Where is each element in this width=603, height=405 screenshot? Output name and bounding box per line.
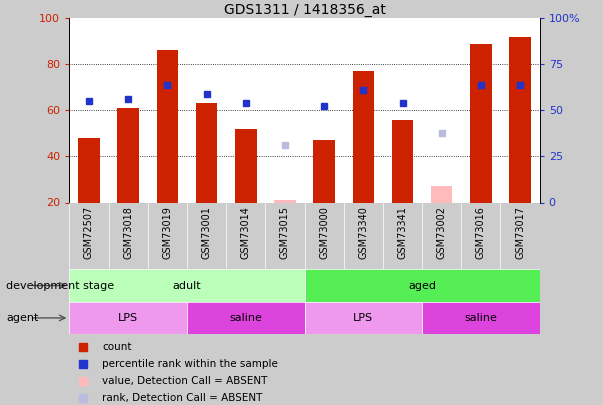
Text: rank, Detection Call = ABSENT: rank, Detection Call = ABSENT	[103, 393, 263, 403]
Bar	[392, 119, 413, 202]
Text: LPS: LPS	[118, 313, 138, 323]
Text: GSM73002: GSM73002	[437, 206, 447, 259]
Text: GSM73016: GSM73016	[476, 206, 486, 259]
Bar	[353, 71, 374, 202]
Text: GSM73014: GSM73014	[241, 206, 251, 259]
Text: GSM73000: GSM73000	[319, 206, 329, 259]
Bar	[187, 302, 305, 334]
Text: LPS: LPS	[353, 313, 373, 323]
Bar	[157, 51, 178, 202]
Text: GSM73019: GSM73019	[162, 206, 172, 259]
Bar	[235, 129, 256, 202]
Text: count: count	[103, 342, 132, 352]
Text: aged: aged	[408, 281, 436, 290]
Bar	[422, 302, 540, 334]
Bar	[305, 302, 422, 334]
Text: GSM73018: GSM73018	[123, 206, 133, 259]
Bar	[69, 269, 305, 302]
Bar	[470, 44, 491, 203]
Bar	[118, 108, 139, 202]
Text: GSM73015: GSM73015	[280, 206, 290, 259]
Text: saline: saline	[229, 313, 262, 323]
Text: GSM73001: GSM73001	[201, 206, 212, 259]
Bar	[69, 302, 187, 334]
Bar	[274, 200, 295, 202]
Text: adult: adult	[172, 281, 201, 290]
Text: development stage: development stage	[6, 281, 114, 290]
Text: value, Detection Call = ABSENT: value, Detection Call = ABSENT	[103, 376, 268, 386]
Text: GSM72507: GSM72507	[84, 206, 94, 259]
Bar	[431, 186, 452, 202]
Bar	[78, 138, 99, 202]
Text: GSM73017: GSM73017	[515, 206, 525, 259]
Bar	[314, 140, 335, 202]
Text: percentile rank within the sample: percentile rank within the sample	[103, 359, 278, 369]
Text: GSM73341: GSM73341	[397, 206, 408, 259]
Bar	[305, 269, 540, 302]
Title: GDS1311 / 1418356_at: GDS1311 / 1418356_at	[224, 3, 385, 17]
Bar	[510, 37, 531, 202]
Text: agent: agent	[6, 313, 39, 323]
Text: GSM73340: GSM73340	[358, 206, 368, 259]
Text: saline: saline	[464, 313, 497, 323]
Bar	[196, 103, 217, 202]
